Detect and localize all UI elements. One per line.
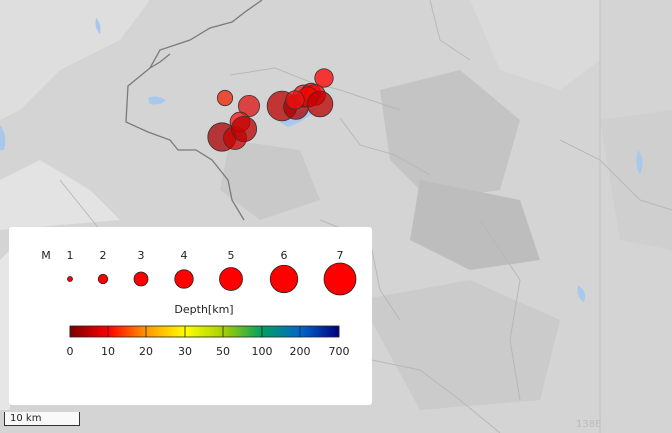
depth-tick-label: 200 <box>290 345 311 358</box>
earthquake-marker[interactable] <box>237 95 260 118</box>
magnitude-label: 4 <box>181 249 188 262</box>
magnitude-circle <box>67 276 73 282</box>
graticule-label: 138E <box>576 419 602 430</box>
magnitude-circle <box>323 262 357 296</box>
depth-tick-label: 100 <box>252 345 273 358</box>
magnitude-label: 1 <box>67 249 74 262</box>
magnitude-circle <box>133 271 149 287</box>
magnitude-circle <box>219 267 243 291</box>
depth-tick-label: 50 <box>216 345 230 358</box>
legend-panel: M 1 2 3 4 5 6 7 Depth[km] 0 10 20 30 50 100 200 700 <box>9 227 372 405</box>
magnitude-circle <box>269 264 299 294</box>
magnitude-circle <box>97 273 109 285</box>
depth-tick-label: 30 <box>178 345 192 358</box>
magnitude-circles <box>67 262 357 296</box>
depth-tick-label: 0 <box>67 345 74 358</box>
earthquake-marker[interactable] <box>314 68 334 88</box>
depth-gradient <box>69 325 340 338</box>
depth-color-bar <box>69 325 340 338</box>
depth-tick-label: 20 <box>139 345 153 358</box>
magnitude-label: 5 <box>228 249 235 262</box>
magnitude-title: M <box>41 249 51 262</box>
magnitude-label: 6 <box>281 249 288 262</box>
magnitude-label: 7 <box>337 249 344 262</box>
depth-tick-labels: 0 10 20 30 50 100 200 700 <box>67 326 350 358</box>
depth-tick-label: 700 <box>329 345 350 358</box>
magnitude-circle <box>174 269 194 289</box>
earthquake-marker[interactable] <box>216 89 234 107</box>
depth-tick-label: 10 <box>101 345 115 358</box>
earthquake-marker[interactable] <box>306 90 334 118</box>
magnitude-label: 2 <box>100 249 107 262</box>
scale-bar: 10 km <box>4 412 80 426</box>
magnitude-label: 3 <box>138 249 145 262</box>
earthquake-markers <box>207 68 334 152</box>
earthquake-marker[interactable] <box>285 90 305 110</box>
depth-title: Depth[km] <box>174 303 233 316</box>
earthquake-marker[interactable] <box>230 115 258 143</box>
magnitude-labels: 1 2 3 4 5 6 7 <box>67 249 344 262</box>
